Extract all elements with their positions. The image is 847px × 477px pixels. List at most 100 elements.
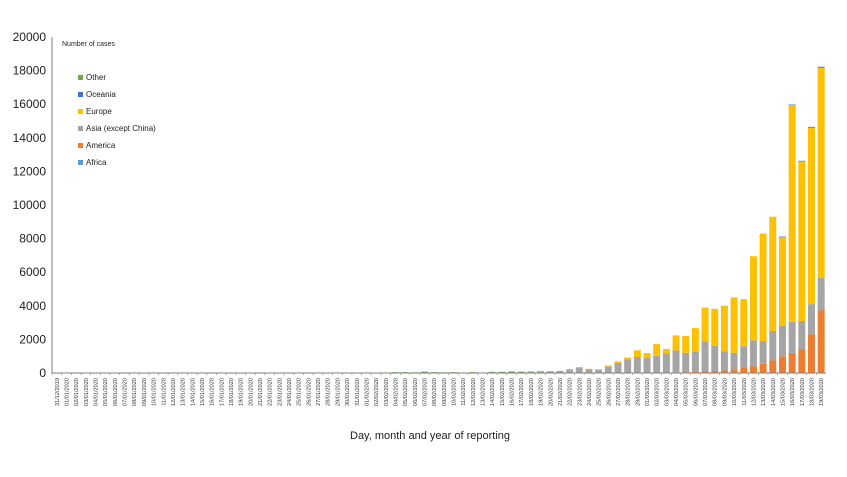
bar-segment-europe (643, 353, 651, 359)
legend-label: America (86, 141, 116, 150)
x-tick-label: 15/03/2020 (780, 378, 786, 406)
x-tick-label: 06/02/2020 (413, 378, 419, 406)
bar-segment-america (759, 363, 767, 373)
x-tick-label: 08/02/2020 (432, 378, 438, 406)
bar-segment-europe (604, 365, 612, 367)
bar-segment-other (537, 371, 545, 373)
bar-segment-europe (730, 297, 738, 353)
x-tick-label: 24/02/2020 (587, 378, 593, 406)
x-tick-label: 29/01/2020 (335, 378, 341, 406)
y-tick-label: 4000 (19, 299, 46, 313)
bar-segment-america (769, 360, 777, 373)
x-tick-label: 23/02/2020 (577, 378, 583, 406)
bar-segment-europe (575, 367, 583, 368)
x-tick-label: 16/02/2020 (510, 378, 516, 406)
legend-swatch (78, 75, 83, 80)
x-tick-label: 24/01/2020 (287, 378, 293, 406)
y-tick-label: 8000 (19, 232, 46, 246)
bar-segment-asia-except-china (595, 369, 603, 373)
x-tick-label: 14/02/2020 (490, 378, 496, 406)
x-tick-label: 27/02/2020 (616, 378, 622, 406)
bar-segment-asia-except-china (711, 345, 719, 371)
x-tick-label: 11/02/2020 (461, 378, 467, 406)
y-tick-label: 16000 (13, 97, 47, 111)
x-tick-label: 23/01/2020 (277, 378, 283, 406)
y-tick-label: 0 (39, 366, 46, 380)
bar-segment-europe (769, 216, 777, 331)
x-tick-label: 18/01/2020 (229, 378, 235, 406)
x-tick-label: 28/02/2020 (626, 378, 632, 406)
bar-segment-asia-except-china (604, 366, 612, 373)
bar-segment-asia-except-china (585, 369, 593, 373)
x-tick-label: 07/01/2020 (123, 378, 129, 406)
bar-segment-america (788, 352, 796, 373)
x-tick-label: 16/01/2020 (210, 378, 216, 406)
x-tick-label: 15/02/2020 (500, 378, 506, 406)
x-tick-label: 22/01/2020 (268, 378, 274, 406)
x-tick-label: 05/03/2020 (684, 378, 690, 406)
bar-segment-america (730, 369, 738, 373)
legend-label: Oceania (86, 90, 116, 99)
bar-segment-america (817, 310, 825, 373)
y-tick-label: 18000 (13, 64, 47, 78)
bar-segment-asia-except-china (653, 355, 661, 373)
bar-segment-europe (585, 368, 593, 370)
bar-segment-europe (672, 335, 680, 351)
x-tick-label: 01/01/2020 (65, 378, 71, 406)
legend: Other Oceania Europe Asia (except China) Ame… (78, 73, 156, 167)
bar-segment-asia-except-china (701, 341, 709, 372)
bar-segment-america (740, 367, 748, 373)
bar-segment-america (720, 370, 728, 373)
bar-segment-asia-except-china (808, 304, 815, 335)
x-axis-label: Day, month and year of reporting (350, 430, 510, 442)
legend-swatch (78, 92, 83, 97)
x-tick-label: 02/03/2020 (655, 378, 661, 406)
bar-segment-europe (653, 344, 661, 356)
legend-label: Europe (86, 107, 112, 116)
legend-label: Africa (86, 158, 107, 167)
bar-segment-asia-except-china (546, 371, 554, 373)
x-tick-label: 18/03/2020 (809, 378, 815, 406)
bar-segment-america (691, 371, 699, 373)
bar-segment-other (430, 372, 438, 373)
bar-segment-europe (682, 336, 690, 353)
bar-segment-america (711, 370, 719, 373)
x-tick-label: 06/03/2020 (693, 378, 699, 406)
bars-layer (324, 66, 825, 374)
y-tick-label: 14000 (13, 131, 47, 145)
y-tick-label: 12000 (13, 164, 47, 178)
bar-segment-other (421, 371, 428, 373)
bar-segment-asia-except-china (662, 353, 670, 373)
bar-segment-other (391, 372, 399, 373)
legend-label: Asia (except China) (86, 124, 156, 133)
y-ticks-layer: 0 2000 4000 6000 8000 10000 12000 14000 16000 180… (13, 30, 47, 380)
bar-segment-europe (740, 299, 748, 347)
bar-segment-asia-except-china (682, 352, 690, 373)
x-tick-label: 13/03/2020 (761, 378, 767, 406)
y-tick-label: 20000 (13, 30, 47, 44)
x-tick-label: 17/02/2020 (519, 378, 525, 406)
x-tick-label: 14/03/2020 (771, 378, 777, 406)
x-tick-label: 10/03/2020 (732, 378, 738, 406)
bar-segment-asia-except-china (720, 351, 728, 371)
bar-segment-oceania (817, 66, 825, 68)
x-tick-label: 16/03/2020 (790, 378, 796, 406)
x-tick-label: 05/02/2020 (403, 378, 409, 406)
bar-segment-asia-except-china (730, 352, 738, 370)
x-tick-label: 02/02/2020 (374, 378, 380, 406)
bar-segment-america (701, 371, 709, 373)
y-axis-label: Number of cases (62, 41, 115, 48)
x-tick-label: 19/03/2020 (819, 378, 825, 406)
x-tick-label: 05/01/2020 (103, 378, 109, 406)
bar-segment-america (778, 356, 786, 373)
x-tick-label: 12/03/2020 (751, 378, 757, 406)
bar-segment-asia-except-china (778, 325, 786, 357)
legend-swatch (78, 160, 83, 165)
x-tick-label: 04/02/2020 (393, 378, 399, 406)
bar-segment-europe (759, 233, 767, 342)
x-tick-label: 12/01/2020 (171, 378, 177, 406)
x-tick-label: 13/02/2020 (481, 378, 487, 406)
x-tick-label: 13/01/2020 (181, 378, 187, 406)
bar-segment-oceania (788, 104, 796, 106)
